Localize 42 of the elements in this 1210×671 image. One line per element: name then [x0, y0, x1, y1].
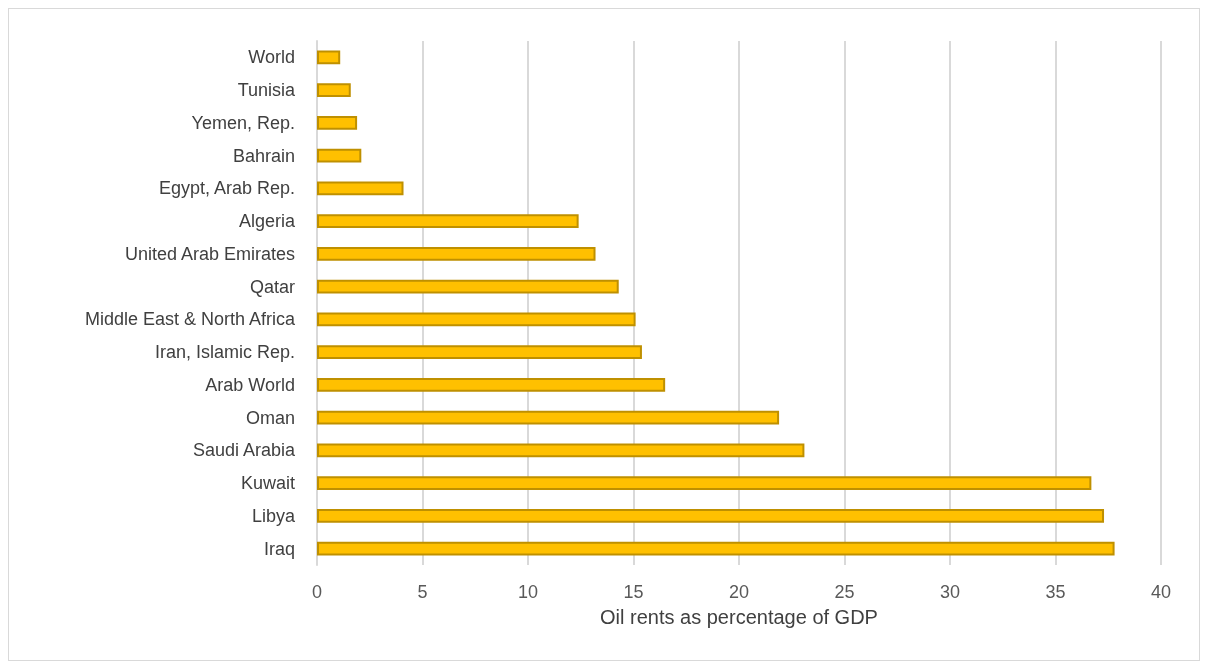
y-tick-label: Oman: [245, 407, 295, 428]
y-tick-label: Yemen, Rep.: [191, 112, 295, 133]
y-tick-label: Middle East & North Africa: [84, 309, 296, 330]
bar: [317, 214, 579, 228]
x-tick-label: 15: [623, 582, 644, 602]
y-tick-label: Algeria: [238, 211, 296, 232]
x-tick-label: 25: [834, 582, 855, 602]
y-tick-label: Iran, Islamic Rep.: [154, 342, 295, 363]
bar: [317, 50, 341, 65]
y-tick-label: Egypt, Arab Rep.: [158, 178, 295, 199]
bar: [317, 247, 596, 261]
y-tick-label: World: [248, 47, 295, 68]
y-tick-label: Iraq: [263, 538, 295, 559]
bar: [317, 116, 358, 130]
bar: [317, 443, 805, 458]
y-tick-label: Libya: [251, 505, 296, 526]
y-tick-label: Saudi Arabia: [192, 440, 296, 461]
x-axis-title: Oil rents as percentage of GDP: [600, 606, 878, 628]
bar: [317, 476, 1092, 490]
bar: [317, 181, 404, 196]
x-tick-label: 35: [1045, 582, 1066, 602]
bar: [317, 541, 1115, 556]
bar: [317, 279, 619, 294]
y-tick-label: United Arab Emirates: [124, 243, 295, 264]
bar: [317, 345, 642, 359]
bar: [317, 378, 666, 392]
bar: [317, 509, 1105, 523]
x-tick-label: 30: [939, 582, 961, 602]
bar: [317, 312, 636, 327]
x-tick-label: 10: [517, 582, 539, 602]
y-tick-label: Kuwait: [240, 473, 295, 494]
bar: [317, 148, 362, 163]
y-tick-label: Qatar: [249, 276, 295, 297]
y-tick-label: Tunisia: [237, 80, 296, 101]
bar: [317, 83, 351, 97]
y-tick-label: Arab World: [205, 374, 295, 395]
x-tick-label: 20: [728, 582, 750, 602]
x-tick-label: 0: [311, 582, 323, 602]
x-tick-label: 40: [1150, 582, 1172, 602]
bar: [317, 410, 780, 425]
x-tick-label: 5: [417, 582, 428, 602]
y-tick-label: Bahrain: [232, 145, 295, 166]
